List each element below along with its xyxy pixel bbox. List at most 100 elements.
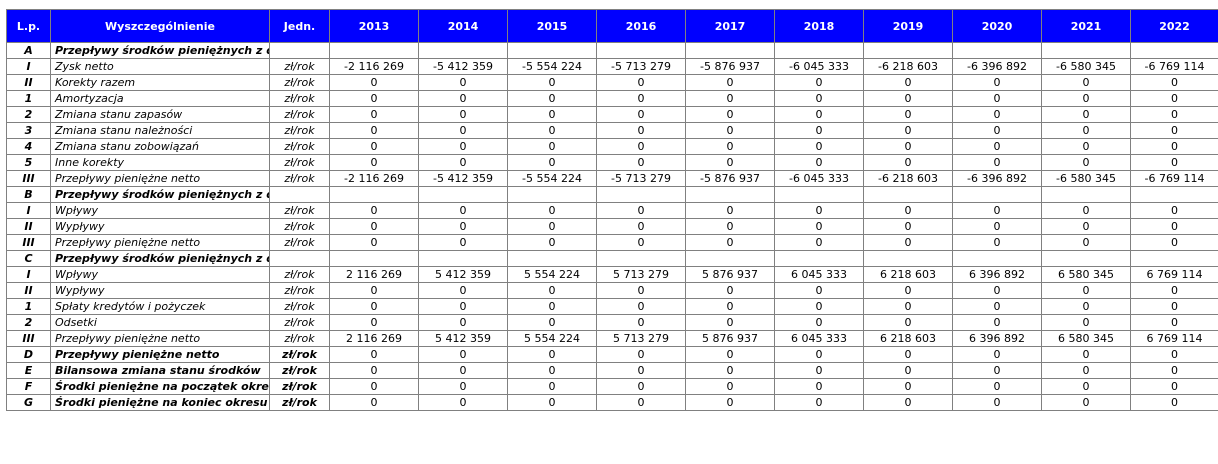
row-value: 0 xyxy=(685,154,775,171)
row-value: -6 396 892 xyxy=(952,58,1042,75)
table-row: I Wpływy zł/rok 2 116 269 5 412 359 5 554 224… xyxy=(6,266,1218,283)
header-year: 2016 xyxy=(596,9,686,43)
row-value xyxy=(507,186,597,203)
row-value xyxy=(1130,250,1218,267)
row-value: 0 xyxy=(952,154,1042,171)
row-value xyxy=(685,42,775,59)
row-description: Zmiana stanu należności xyxy=(50,122,270,139)
row-value: 0 xyxy=(863,202,953,219)
row-lp: I xyxy=(6,202,51,219)
row-value: 0 xyxy=(329,282,419,299)
row-value: -6 045 333 xyxy=(774,170,864,187)
row-value: 0 xyxy=(329,298,419,315)
row-value: 0 xyxy=(774,234,864,251)
row-value: 0 xyxy=(418,218,508,235)
row-value: 0 xyxy=(596,234,686,251)
row-value: 0 xyxy=(774,90,864,107)
row-value: 0 xyxy=(1130,74,1218,91)
row-lp: III xyxy=(6,330,51,347)
row-value: 0 xyxy=(1041,362,1131,379)
row-unit: zł/rok xyxy=(269,346,330,363)
row-value: 0 xyxy=(507,282,597,299)
row-unit: zł/rok xyxy=(269,266,330,283)
header-year: 2013 xyxy=(329,9,419,43)
row-lp: I xyxy=(6,58,51,75)
row-value xyxy=(329,250,419,267)
row-value: 0 xyxy=(1041,378,1131,395)
row-value: 0 xyxy=(685,282,775,299)
header-year: 2021 xyxy=(1041,9,1131,43)
row-value: 0 xyxy=(952,298,1042,315)
row-value: 0 xyxy=(863,298,953,315)
row-value: 6 045 333 xyxy=(774,266,864,283)
row-description: Przepływy pieniężne netto xyxy=(50,234,270,251)
row-value: 6 580 345 xyxy=(1041,266,1131,283)
row-value: 0 xyxy=(863,234,953,251)
row-value xyxy=(774,42,864,59)
table-row: F Środki pieniężne na początek okresu zł/r… xyxy=(6,378,1218,395)
row-value xyxy=(507,250,597,267)
row-value: 0 xyxy=(863,378,953,395)
row-description: Zmiana stanu zobowiązań xyxy=(50,138,270,155)
row-value: 0 xyxy=(952,74,1042,91)
table-row: 3 Zmiana stanu należności zł/rok 0 0 0 0 0 0 0 0 0 0 xyxy=(6,122,1218,139)
row-value: 0 xyxy=(507,346,597,363)
table-row: II Wypływy zł/rok 0 0 0 0 0 0 0 0 0 0 xyxy=(6,282,1218,299)
row-value: 0 xyxy=(685,362,775,379)
row-value xyxy=(685,250,775,267)
row-value: 0 xyxy=(1130,282,1218,299)
row-value: 0 xyxy=(596,346,686,363)
row-value: 0 xyxy=(329,234,419,251)
row-value: 0 xyxy=(507,90,597,107)
row-value: -6 769 114 xyxy=(1130,170,1218,187)
row-value: 0 xyxy=(952,234,1042,251)
row-value: 5 713 279 xyxy=(596,266,686,283)
row-lp: 5 xyxy=(6,154,51,171)
row-unit: zł/rok xyxy=(269,138,330,155)
row-description: Przepływy środków pieniężnych z działaln… xyxy=(50,186,270,203)
row-value: 0 xyxy=(507,234,597,251)
row-value: 0 xyxy=(1130,362,1218,379)
row-description: Środki pieniężne na początek okresu xyxy=(50,378,270,395)
row-value: 0 xyxy=(507,298,597,315)
row-value xyxy=(418,42,508,59)
row-description: Wypływy xyxy=(50,282,270,299)
row-value: 0 xyxy=(863,122,953,139)
row-description: Przepływy środków pieniężnych z działaln… xyxy=(50,250,270,267)
row-value: 0 xyxy=(952,394,1042,411)
row-value: 0 xyxy=(418,106,508,123)
row-description: Wypływy xyxy=(50,218,270,235)
row-value: 0 xyxy=(952,314,1042,331)
row-lp: I xyxy=(6,266,51,283)
row-value: 0 xyxy=(507,202,597,219)
row-value: -6 045 333 xyxy=(774,58,864,75)
row-value: 5 554 224 xyxy=(507,266,597,283)
table-header: L.p. Wyszczególnienie Jedn. 2013 2014 20… xyxy=(6,9,1218,43)
row-unit xyxy=(269,42,330,59)
row-value: 0 xyxy=(1130,154,1218,171)
row-value: -5 876 937 xyxy=(685,170,775,187)
row-unit xyxy=(269,250,330,267)
row-value: 5 412 359 xyxy=(418,330,508,347)
row-value: 0 xyxy=(596,154,686,171)
header-lp: L.p. xyxy=(6,9,51,43)
row-value: 0 xyxy=(774,202,864,219)
row-value: 2 116 269 xyxy=(329,330,419,347)
row-value: 0 xyxy=(1041,90,1131,107)
row-unit: zł/rok xyxy=(269,362,330,379)
row-value: 0 xyxy=(596,314,686,331)
row-value: 6 218 603 xyxy=(863,330,953,347)
row-value: 0 xyxy=(329,394,419,411)
row-value: 0 xyxy=(774,122,864,139)
row-value: 0 xyxy=(1130,106,1218,123)
row-value: 6 769 114 xyxy=(1130,266,1218,283)
row-description: Wpływy xyxy=(50,202,270,219)
row-lp: B xyxy=(6,186,51,203)
row-description: Korekty razem xyxy=(50,74,270,91)
row-value: 0 xyxy=(507,362,597,379)
row-value: 0 xyxy=(774,138,864,155)
row-value xyxy=(1041,250,1131,267)
row-value: 0 xyxy=(1130,234,1218,251)
row-value xyxy=(507,42,597,59)
